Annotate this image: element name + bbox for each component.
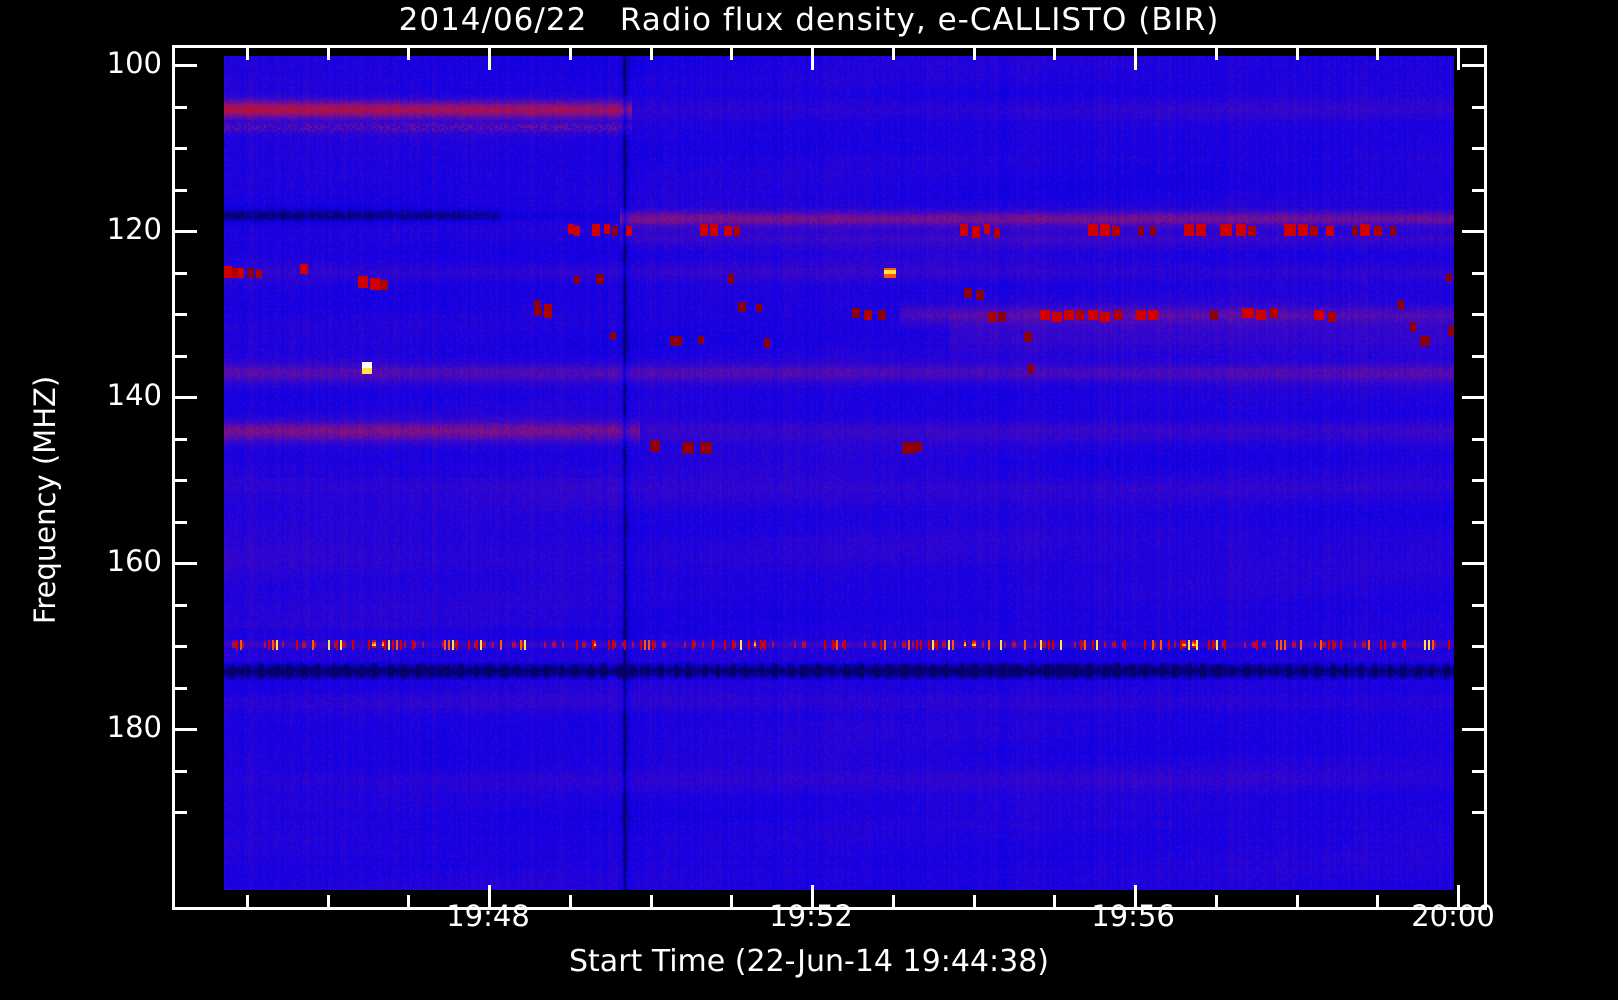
y-minor-tick-right-150 [1472,479,1484,482]
y-minor-tick-right-145 [1472,438,1484,441]
x-axis-title: Start Time (22-Jun-14 19:44:38) [569,944,1049,979]
y-minor-tick-135 [175,355,187,358]
x-minor-tick-top [407,48,410,60]
spectrogram-canvas [224,56,1454,890]
y-tick-label-160: 160 [106,544,162,578]
x-minor-tick [327,895,330,907]
x-minor-tick-top [973,48,976,60]
y-minor-tick-115 [175,189,187,192]
y-minor-tick-right-105 [1472,106,1484,109]
x-minor-tick-top [730,48,733,60]
x-minor-tick-top [1296,48,1299,60]
y-minor-tick-right-115 [1472,189,1484,192]
page-title: 2014/06/22 Radio flux density, e-CALLIST… [398,2,1220,38]
y-minor-tick-155 [175,521,187,524]
y-minor-tick-right-135 [1472,355,1484,358]
x-major-tick [488,885,491,907]
y-minor-tick-150 [175,479,187,482]
y-minor-tick-185 [175,770,187,773]
y-major-tick-right-180 [1462,728,1484,731]
y-major-tick-180 [175,728,197,731]
y-tick-label-140: 140 [106,378,162,412]
y-axis-tick-labels: 100 120 140 160 180 [0,0,162,1000]
x-minor-tick [1215,895,1218,907]
x-minor-tick [650,895,653,907]
x-major-tick-top [811,48,814,70]
x-tick-label-2: 19:56 [1091,899,1175,933]
x-minor-tick [246,895,249,907]
x-minor-tick [892,895,895,907]
y-minor-tick-right-175 [1472,687,1484,690]
y-major-tick-right-120 [1462,230,1484,233]
y-minor-tick-right-110 [1472,147,1484,150]
x-minor-tick-top [569,48,572,60]
spectrogram-image [224,56,1454,890]
y-minor-tick-right-170 [1472,645,1484,648]
x-minor-tick-top [650,48,653,60]
y-major-tick-160 [175,562,197,565]
axis-frame [172,45,1487,910]
y-minor-tick-165 [175,604,187,607]
y-tick-label-120: 120 [106,212,162,246]
y-minor-tick-190 [175,811,187,814]
y-minor-tick-175 [175,687,187,690]
x-tick-label-0: 19:48 [446,899,530,933]
x-minor-tick-top [327,48,330,60]
x-tick-label-3: 20:00 [1411,899,1495,933]
y-minor-tick-110 [175,147,187,150]
x-minor-tick [1296,895,1299,907]
x-major-tick [1457,885,1460,907]
y-minor-tick-right-165 [1472,604,1484,607]
y-major-tick-120 [175,230,197,233]
y-major-tick-140 [175,396,197,399]
x-major-tick [1134,885,1137,907]
x-tick-label-1: 19:52 [769,899,853,933]
y-minor-tick-105 [175,106,187,109]
y-minor-tick-145 [175,438,187,441]
y-tick-label-180: 180 [106,710,162,744]
y-minor-tick-170 [175,645,187,648]
y-major-tick-100 [175,64,197,67]
y-axis-title: Frequency (MHZ) [28,375,62,625]
x-minor-tick-top [1376,48,1379,60]
y-minor-tick-125 [175,272,187,275]
x-minor-tick [973,895,976,907]
y-major-tick-right-140 [1462,396,1484,399]
x-major-tick-top [1457,48,1460,70]
y-minor-tick-right-185 [1472,770,1484,773]
x-minor-tick [1053,895,1056,907]
y-minor-tick-right-125 [1472,272,1484,275]
y-minor-tick-130 [175,313,187,316]
y-tick-label-100: 100 [106,46,162,80]
y-minor-tick-right-190 [1472,811,1484,814]
x-major-tick-top [1134,48,1137,70]
x-minor-tick-top [892,48,895,60]
x-minor-tick [407,895,410,907]
y-minor-tick-right-130 [1472,313,1484,316]
x-minor-tick [730,895,733,907]
x-minor-tick-top [1053,48,1056,60]
x-major-tick [811,885,814,907]
y-major-tick-right-100 [1462,64,1484,67]
y-minor-tick-right-155 [1472,521,1484,524]
y-major-tick-right-160 [1462,562,1484,565]
x-major-tick-top [488,48,491,70]
x-minor-tick [569,895,572,907]
x-minor-tick-top [1215,48,1218,60]
x-minor-tick-top [246,48,249,60]
x-minor-tick [1376,895,1379,907]
